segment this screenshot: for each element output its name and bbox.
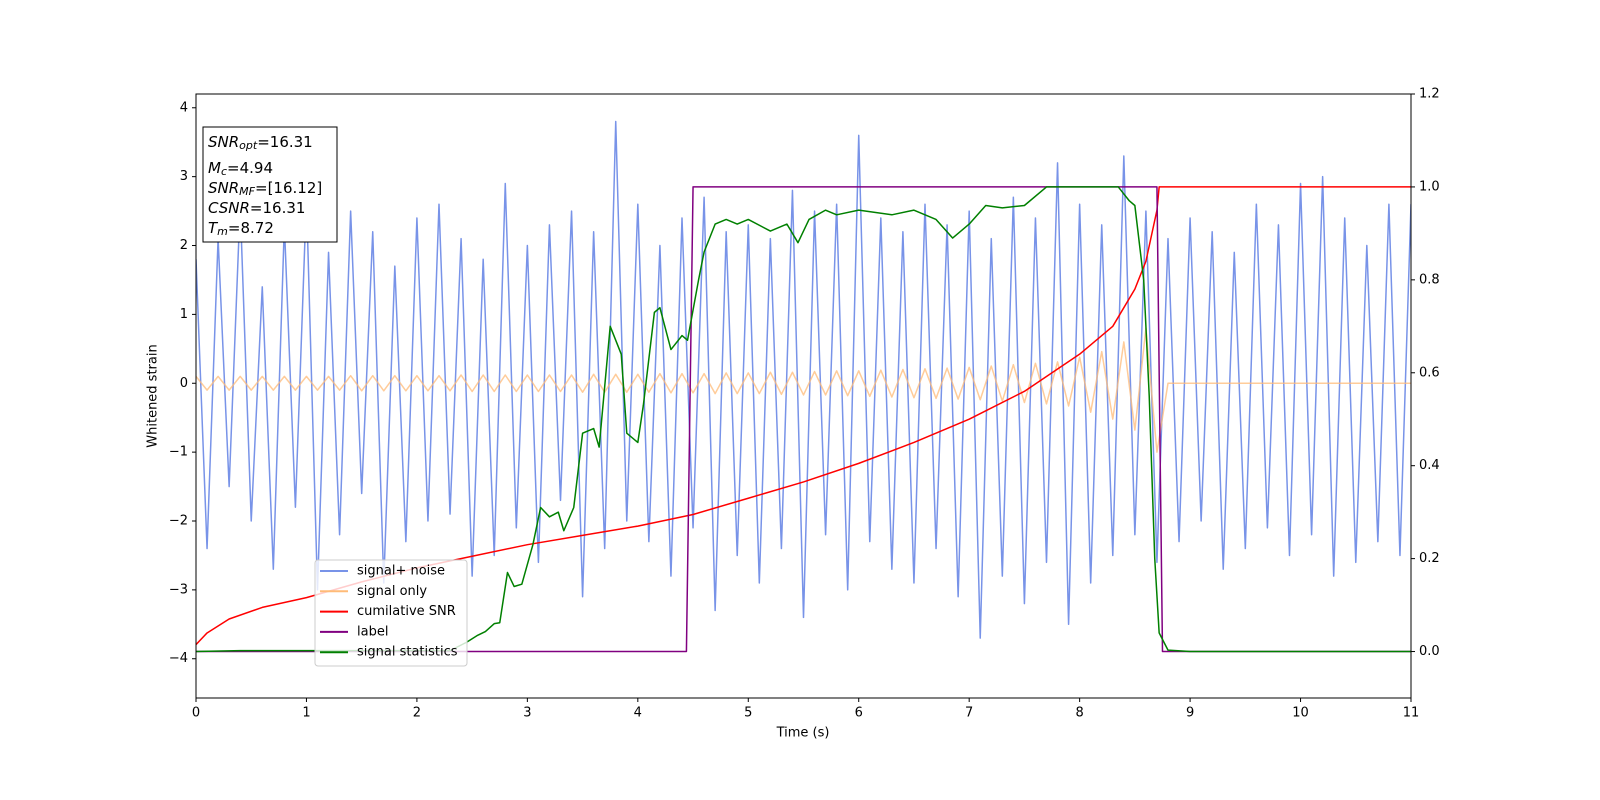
series-line — [196, 186, 1411, 653]
annotation-sub: MF — [239, 185, 255, 198]
y2-tick-label: 1.0 — [1419, 179, 1440, 194]
legend: signal+ noise signal only cumilative SNR la… — [314, 559, 468, 667]
y-tick-label: 3 — [180, 169, 188, 184]
y2-tick-label: 0.4 — [1419, 458, 1440, 473]
annotation-text: SNR — [208, 133, 239, 151]
x-tick-label: 5 — [744, 706, 752, 721]
y-tick-label: 2 — [180, 238, 188, 253]
plot-frame — [195, 93, 1412, 699]
y2-tick-label: 0.8 — [1419, 272, 1440, 287]
x-tick-label: 1 — [302, 706, 310, 721]
annotation-frame — [202, 126, 338, 243]
y2-tick-label: 0.2 — [1419, 551, 1440, 566]
y-tick-label: −2 — [169, 514, 188, 529]
annotation-suffix: =4.94 — [227, 159, 273, 177]
annotation-text: T — [208, 219, 219, 237]
x-tick-label: 2 — [413, 706, 421, 721]
legend-label: label — [357, 624, 388, 639]
series-line — [196, 186, 1411, 646]
annotation-sub: c — [221, 165, 227, 178]
y-tick-label: −3 — [169, 582, 188, 597]
x-tick-label: 9 — [1186, 706, 1194, 721]
x-tick-label: 8 — [1075, 706, 1083, 721]
x-axis-label: Time (s) — [776, 726, 830, 741]
annotation-sub: m — [217, 225, 228, 238]
y-tick-label: −4 — [169, 651, 188, 666]
y2-tick-label: 0.0 — [1419, 644, 1440, 659]
x-tick-label: 4 — [634, 706, 642, 721]
annotation-line: SNRMF=[16.12] — [208, 179, 322, 199]
annotation-text: SNR — [208, 179, 239, 197]
annotation-text: M — [208, 159, 221, 177]
legend-frame — [314, 559, 468, 667]
y-axis-label: Whitened strain — [146, 344, 161, 447]
annotation-box: SNRopt=16.31Mc=4.94SNRMF=[16.12]CSNR=16.… — [202, 126, 338, 243]
y-tick-label: 1 — [180, 307, 188, 322]
x-tick-label: 10 — [1292, 706, 1309, 721]
annotation-suffix: =8.72 — [228, 219, 274, 237]
y-tick-label: 4 — [180, 100, 188, 115]
annotation-line: CSNR=16.31 — [208, 199, 305, 217]
legend-label: signal statistics — [357, 645, 458, 660]
annotation-sub: opt — [239, 139, 258, 152]
y-tick-label: −1 — [169, 445, 188, 460]
y2-tick-label: 0.6 — [1419, 365, 1440, 380]
annotation-suffix: =16.31 — [250, 199, 306, 217]
annotation-suffix: =[16.12] — [255, 179, 322, 197]
legend-label: signal only — [357, 584, 427, 599]
annotation-line: Mc=4.94 — [208, 159, 273, 179]
x-tick-label: 0 — [192, 706, 200, 721]
legend-label: signal+ noise — [357, 564, 445, 579]
legend-label: cumilative SNR — [357, 604, 456, 619]
y-tick-label: 0 — [180, 376, 188, 391]
x-tick-label: 11 — [1403, 706, 1420, 721]
annotation-text: CSNR — [208, 199, 250, 217]
annotation-suffix: =16.31 — [257, 133, 313, 151]
series-line — [196, 327, 1411, 453]
annotation-line: Tm=8.72 — [208, 219, 274, 239]
x-tick-label: 7 — [965, 706, 973, 721]
annotation-line: SNRopt=16.31 — [208, 133, 313, 153]
x-tick-label: 6 — [855, 706, 863, 721]
y2-tick-label: 1.2 — [1419, 87, 1440, 102]
x-tick-label: 3 — [523, 706, 531, 721]
series-line — [196, 120, 1411, 639]
